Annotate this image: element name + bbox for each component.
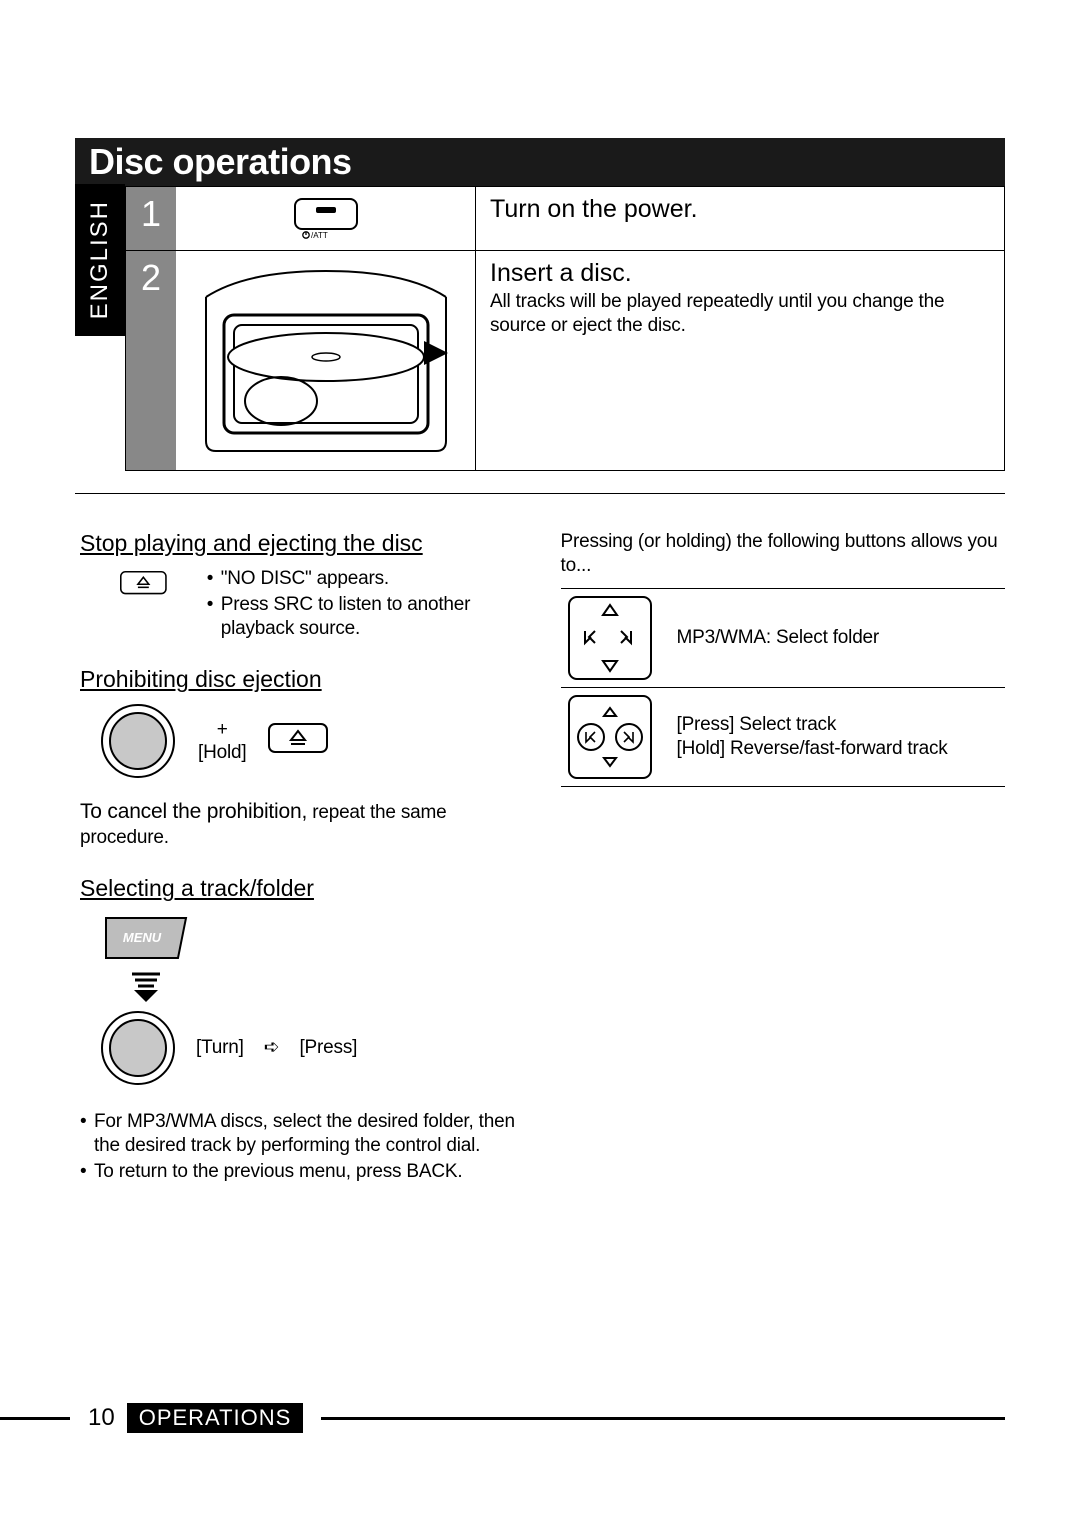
prohibit-row: + [Hold] [100,703,525,779]
arrow-icon: ➪ [264,1036,280,1060]
list-item: "NO DISC" appears. [207,567,525,591]
button-desc-cell: MP3/WMA: Select folder [671,588,1006,687]
steps-table: 1 /ATT Turn on the power. 2 [125,186,1005,471]
insert-disc-icon [186,261,466,461]
down-arrow-icon [126,970,166,1004]
step-action: Insert a disc. [490,259,990,288]
cancel-lead: To cancel the prohibition, [80,800,307,823]
button-image-cell [561,588,671,687]
stop-heading: Stop playing and ejecting the disc [80,530,525,557]
cancel-text: To cancel the prohibition, repeat the sa… [80,799,525,849]
folder-select-button-icon [567,595,653,681]
select-heading: Selecting a track/folder [80,875,525,902]
plus-sign: + [198,718,246,742]
left-column: Stop playing and ejecting the disc "NO D… [75,530,543,1186]
footer-section-label: OPERATIONS [127,1403,304,1433]
eject-button-icon [268,723,328,759]
list-item: For MP3/WMA discs, select the desired fo… [80,1110,525,1158]
buttons-table: MP3/WMA: Select folder [561,588,1006,787]
manual-page: ENGLISH Disc operations 1 /ATT Turn on t… [0,0,1080,1529]
button-desc-cell: [Press] Select track [Hold] Reverse/fast… [671,687,1006,786]
step-number: 1 [126,187,176,250]
section-title: Disc operations [89,141,352,183]
list-item: Press SRC to listen to another playback … [207,593,525,641]
right-column: Pressing (or holding) the following butt… [543,530,1006,1186]
footer-rule-right [321,1417,1005,1420]
select-bullets: For MP3/WMA discs, select the desired fo… [80,1110,525,1183]
list-item: To return to the previous menu, press BA… [80,1160,525,1184]
step-image [176,251,476,470]
table-row: [Press] Select track [Hold] Reverse/fast… [561,687,1006,786]
step-action: Turn on the power. [490,195,990,224]
section-title-bar: Disc operations [75,138,1005,186]
divider [75,493,1005,494]
two-column-body: Stop playing and ejecting the disc "NO D… [75,530,1005,1186]
page-number: 10 [88,1404,115,1432]
stop-bullets: "NO DISC" appears. Press SRC to listen t… [207,567,525,642]
right-intro: Pressing (or holding) the following butt… [561,530,1006,578]
select-diagram: MENU [Turn] ➪ [Press] [100,912,525,1086]
language-tab: ENGLISH [75,184,125,336]
row-desc: MP3/WMA: Select folder [677,627,880,648]
step-row: 2 Insert a disc. All tracks will be play… [126,250,1004,470]
button-image-cell [561,687,671,786]
power-button-icon: /ATT [294,198,358,240]
step-row: 1 /ATT Turn on the power. [126,186,1004,250]
control-dial-icon [100,1010,176,1086]
menu-button-icon: MENU [100,912,192,964]
svg-text:MENU: MENU [123,930,162,945]
hold-label: [Hold] [198,741,246,765]
step-subtext: All tracks will be played repeatedly unt… [490,290,990,338]
prohibit-heading: Prohibiting disc ejection [80,666,525,693]
svg-text:/ATT: /ATT [311,231,328,240]
hold-label-block: + [Hold] [198,718,246,766]
row-desc-line1: [Press] Select track [677,713,1000,737]
eject-button-icon [120,567,167,603]
footer-rule-left [0,1417,70,1420]
press-label: [Press] [299,1036,357,1060]
step-number: 2 [126,251,176,470]
eject-row: "NO DISC" appears. Press SRC to listen t… [120,567,525,642]
turn-press-row: [Turn] ➪ [Press] [100,1010,357,1086]
step-text: Turn on the power. [476,187,1004,250]
turn-label: [Turn] [196,1036,244,1060]
track-select-button-icon [567,694,653,780]
row-desc-line2: [Hold] Reverse/fast-forward track [677,737,1000,761]
step-image: /ATT [176,187,476,250]
table-row: MP3/WMA: Select folder [561,588,1006,687]
language-label: ENGLISH [86,200,114,319]
control-dial-icon [100,703,176,779]
step-text: Insert a disc. All tracks will be played… [476,251,1004,470]
page-footer: 10 OPERATIONS [0,1402,1080,1434]
